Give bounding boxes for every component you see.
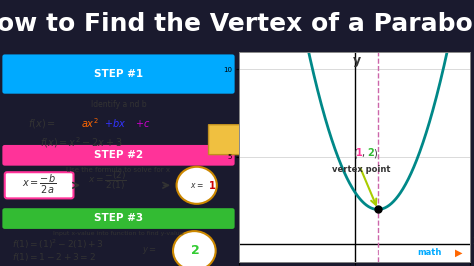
Text: $x = \dfrac{-b}{2a}$: $x = \dfrac{-b}{2a}$ — [22, 173, 56, 196]
Text: $+ c$: $+ c$ — [135, 118, 150, 129]
Text: ): ) — [374, 148, 377, 159]
Text: $ax^2$: $ax^2$ — [81, 116, 99, 130]
Text: $y = $: $y = $ — [142, 245, 157, 256]
Text: ,: , — [362, 148, 368, 159]
Text: $f(x) =$: $f(x) =$ — [28, 117, 56, 130]
FancyBboxPatch shape — [2, 55, 235, 94]
FancyBboxPatch shape — [5, 172, 73, 198]
Text: Use the formula to solve for x: Use the formula to solve for x — [66, 167, 171, 173]
FancyBboxPatch shape — [2, 145, 235, 166]
Text: Identify a nd b: Identify a nd b — [91, 100, 146, 109]
Text: $f(1) = (1)^2 - 2(1) + 3$: $f(1) = (1)^2 - 2(1) + 3$ — [12, 238, 103, 251]
Text: STEP #3: STEP #3 — [94, 213, 143, 223]
FancyArrow shape — [209, 117, 265, 163]
Text: 1: 1 — [356, 148, 363, 159]
Text: $f(1) = 1 - 2 + 3 = 2$: $f(1) = 1 - 2 + 3 = 2$ — [12, 251, 96, 263]
Text: (: ( — [353, 148, 357, 159]
Text: STEP #1: STEP #1 — [94, 69, 143, 79]
Text: vertex point: vertex point — [332, 165, 391, 174]
Text: $+ bx$: $+ bx$ — [104, 117, 127, 129]
Text: mashup: mashup — [359, 248, 397, 257]
Text: $x = \dfrac{-(2)}{2(1)}$: $x = \dfrac{-(2)}{2(1)}$ — [88, 169, 127, 192]
Text: $\mathbf{1}$: $\mathbf{1}$ — [208, 179, 216, 191]
Text: How to Find the Vertex of a Parabola: How to Find the Vertex of a Parabola — [0, 12, 474, 36]
Text: ▶: ▶ — [455, 248, 463, 258]
Text: 2: 2 — [367, 148, 374, 159]
Circle shape — [176, 167, 217, 204]
Text: Input x-value into function to find y-value: Input x-value into function to find y-va… — [53, 231, 184, 236]
Text: x: x — [473, 235, 474, 247]
Text: STEP #2: STEP #2 — [94, 150, 143, 160]
Text: $\mathbf{2}$: $\mathbf{2}$ — [190, 244, 199, 257]
Text: math: math — [417, 248, 441, 257]
Text: $f(x) = x^2 - 2x + 3$: $f(x) = x^2 - 2x + 3$ — [40, 135, 123, 150]
FancyBboxPatch shape — [2, 208, 235, 229]
Text: y: y — [353, 54, 361, 67]
Text: $x = $: $x = $ — [190, 181, 204, 190]
Circle shape — [173, 231, 216, 266]
